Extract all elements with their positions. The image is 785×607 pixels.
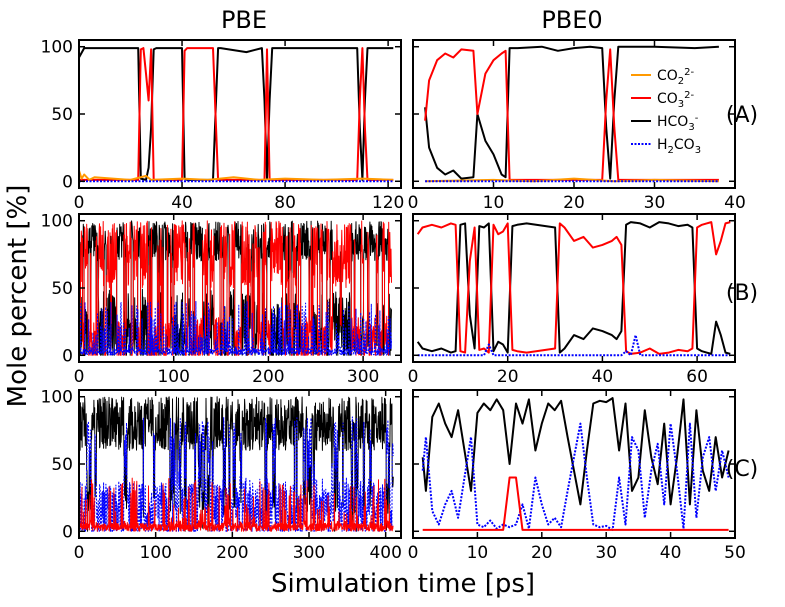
- panel-b-pbe: 0 100 200 300 0 50 100: [41, 212, 402, 387]
- x-tick-label: 0: [408, 367, 419, 387]
- x-tick-label: 60: [686, 367, 708, 387]
- x-tick-label: 100: [157, 367, 189, 387]
- plot-area: [416, 221, 731, 357]
- row-label-c: (C): [726, 457, 759, 482]
- y-tick-label: 100: [41, 388, 73, 408]
- x-tick-label: 20: [563, 193, 585, 213]
- series-co3-2--line: [424, 48, 719, 181]
- x-tick-label: 200: [252, 367, 284, 387]
- legend-item: CO32-: [631, 90, 695, 110]
- series-co2-line: [425, 177, 719, 183]
- series-h2co3-line: [79, 301, 392, 356]
- plot-area: [79, 396, 394, 532]
- y-tick-label: 100: [41, 38, 73, 58]
- y-tick-label: 50: [51, 105, 73, 125]
- plot-area: [424, 45, 719, 183]
- x-tick-label: 40: [592, 367, 614, 387]
- series-hco3--line: [79, 47, 394, 181]
- plot-area: [79, 220, 392, 356]
- legend: CO22- CO32- HCO3- H2CO3: [631, 67, 701, 156]
- series-co3-2--line: [79, 47, 394, 181]
- x-tick-label: 200: [216, 543, 248, 563]
- series-hco3--line: [424, 45, 719, 180]
- x-tick-label: 80: [274, 193, 296, 213]
- panel-c-pbe: 0 100 200 300 400 0 50 100: [41, 388, 402, 563]
- plot-area: [79, 47, 394, 183]
- x-tick-label: 400: [369, 543, 401, 563]
- x-axis-label: Simulation time [ps]: [271, 569, 535, 599]
- legend-label: HCO3-: [657, 113, 699, 133]
- series-co3-2--line: [416, 221, 731, 355]
- x-tick-label: 40: [171, 193, 193, 213]
- series-h2co3-line: [417, 334, 731, 357]
- panel-a-pbe0: 0 10 20 30 40: [408, 39, 746, 213]
- axes-frame: [412, 213, 736, 363]
- legend-item: CO22-: [631, 67, 695, 87]
- x-tick-label: 30: [595, 543, 617, 563]
- series-co3-2--line: [422, 476, 729, 531]
- x-tick-label: 0: [408, 543, 419, 563]
- x-tick-label: 300: [347, 367, 379, 387]
- column-title-pbe: PBE: [221, 6, 267, 34]
- y-axis-label: Mole percent [%]: [3, 185, 33, 408]
- x-tick-label: 10: [483, 193, 505, 213]
- legend-label: H2CO3: [657, 137, 701, 156]
- x-tick-label: 0: [74, 543, 85, 563]
- series-hco3--line: [79, 396, 394, 532]
- y-tick-label: 50: [51, 455, 73, 475]
- y-tick-label: 0: [62, 346, 73, 366]
- x-tick-label: 10: [467, 543, 489, 563]
- x-tick-label: 40: [724, 193, 746, 213]
- x-tick-label: 50: [724, 543, 746, 563]
- row-label-b: (B): [726, 281, 758, 306]
- x-tick-label: 30: [644, 193, 666, 213]
- y-tick-label: 0: [62, 522, 73, 542]
- column-title-pbe0: PBE0: [541, 6, 602, 34]
- series-co3-2--line: [79, 477, 394, 532]
- legend-label: CO22-: [657, 67, 695, 87]
- series-h2co3-line: [421, 422, 730, 531]
- x-tick-label: 0: [408, 193, 419, 213]
- y-tick-label: 0: [62, 172, 73, 192]
- x-tick-label: 20: [497, 367, 519, 387]
- legend-item: HCO3-: [631, 113, 699, 133]
- series-hco3--line: [416, 221, 731, 355]
- panel-b-pbe0: 0 20 40 60: [408, 213, 736, 387]
- series-co3-2--line: [79, 220, 392, 356]
- y-tick-label: 50: [51, 279, 73, 299]
- y-tick-label: 100: [41, 212, 73, 232]
- legend-label: CO32-: [657, 90, 695, 110]
- x-tick-label: 0: [74, 193, 85, 213]
- series-co2-line: [79, 170, 394, 181]
- x-tick-label: 40: [660, 543, 682, 563]
- panel-a-pbe: 0 40 80 120 0 50 100: [41, 38, 405, 213]
- legend-item: H2CO3: [631, 137, 701, 156]
- axes-frame: [78, 39, 402, 189]
- series-hco3--line: [421, 397, 730, 506]
- x-tick-label: 0: [74, 367, 85, 387]
- panel-c-pbe0: 0 10 20 30 40 50: [408, 389, 746, 563]
- x-tick-label: 100: [139, 543, 171, 563]
- plot-area: [421, 397, 730, 531]
- row-label-a: (A): [726, 103, 758, 128]
- x-tick-label: 120: [372, 193, 404, 213]
- x-tick-label: 20: [531, 543, 553, 563]
- x-tick-label: 300: [293, 543, 325, 563]
